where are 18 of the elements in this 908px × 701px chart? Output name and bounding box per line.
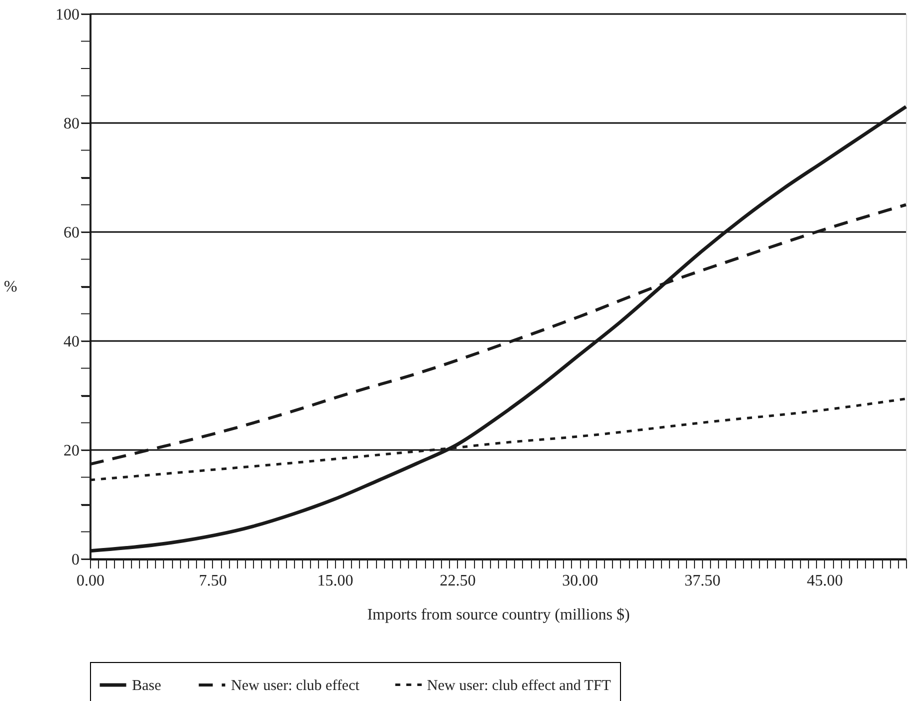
y-tick-label: 60 (64, 224, 80, 242)
y-tick-label: 0 (72, 552, 80, 568)
x-tick-label: 0.00 (76, 572, 104, 590)
x-tick-label: 37.50 (684, 572, 720, 590)
x-tick-label: 45.00 (806, 572, 843, 590)
y-axis-title: % (4, 278, 18, 296)
legend-label: New user: club effect (231, 678, 360, 694)
x-tick-label: 22.50 (440, 572, 476, 590)
x-tick-label: 30.00 (562, 572, 598, 590)
y-tick-label: 100 (56, 6, 80, 24)
x-tick-label: 7.50 (198, 572, 227, 590)
x-axis-title: Imports from source country (millions $) (367, 606, 630, 624)
x-tick-label: 15.00 (317, 572, 354, 590)
legend-label: New user: club effect and TFT (427, 678, 611, 694)
y-tick-label: 80 (64, 116, 80, 132)
y-tick-label: 20 (64, 442, 80, 460)
y-tick-label: 40 (64, 334, 80, 350)
legend-label: Base (132, 678, 162, 694)
